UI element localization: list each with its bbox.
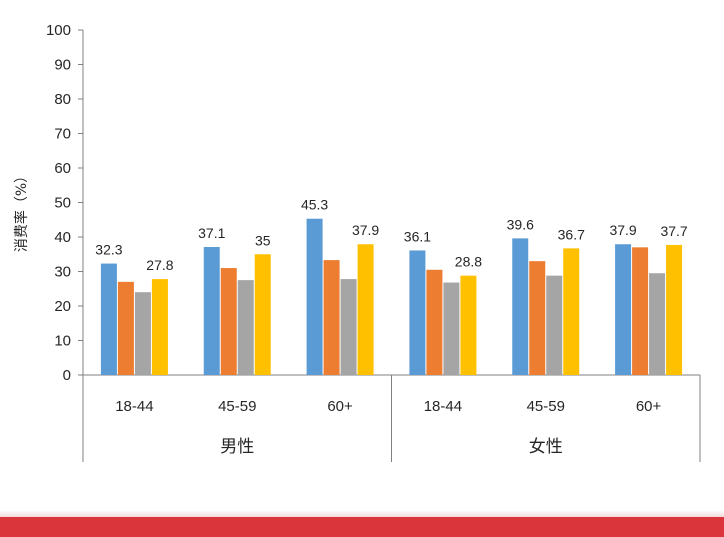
bar <box>203 247 220 375</box>
data-label: 37.9 <box>609 222 636 238</box>
y-tick-label: 0 <box>63 367 71 384</box>
data-label: 35 <box>255 232 271 248</box>
bar <box>100 263 117 375</box>
data-label: 37.1 <box>198 225 225 241</box>
bar <box>649 273 666 375</box>
data-label: 39.6 <box>507 216 534 232</box>
y-tick-label: 70 <box>54 126 71 143</box>
bar <box>357 244 374 375</box>
bar <box>615 244 632 375</box>
bar <box>306 218 323 375</box>
x-tick-label: 18-44 <box>424 398 462 415</box>
y-tick-label: 80 <box>54 91 71 108</box>
bar <box>117 281 134 375</box>
bar <box>563 248 580 375</box>
x-tick-label: 45-59 <box>527 398 565 415</box>
bar <box>529 261 546 375</box>
y-tick-label: 10 <box>54 333 71 350</box>
x-tick-label: 60+ <box>327 398 353 415</box>
data-label: 36.1 <box>404 228 431 244</box>
y-tick-label: 100 <box>46 22 71 39</box>
bar <box>254 254 271 375</box>
bar <box>546 275 563 375</box>
bar <box>666 244 683 375</box>
y-tick-label: 20 <box>54 298 71 315</box>
data-label: 37.9 <box>352 222 379 238</box>
x-tick-label: 45-59 <box>218 398 256 415</box>
bar <box>323 260 340 375</box>
bar <box>151 279 168 375</box>
group-label: 男性 <box>220 437 254 457</box>
footer-fade <box>0 510 724 517</box>
group-label: 女性 <box>529 437 563 457</box>
bar <box>220 268 237 375</box>
x-tick-label: 18-44 <box>115 398 153 415</box>
y-tick-label: 50 <box>54 195 71 212</box>
bar <box>460 275 477 375</box>
bar <box>134 292 151 375</box>
y-tick-label: 30 <box>54 264 71 281</box>
y-tick-label: 40 <box>54 229 71 246</box>
bar <box>237 280 254 375</box>
data-label: 37.7 <box>660 223 687 239</box>
bar <box>409 250 426 375</box>
bar <box>512 238 529 375</box>
bar <box>443 282 460 375</box>
bar <box>632 247 649 375</box>
data-label: 27.8 <box>146 257 173 273</box>
footer-band <box>0 517 724 537</box>
bar <box>340 279 357 375</box>
data-label: 45.3 <box>301 197 328 213</box>
y-axis-title: 消费率（%） <box>13 169 30 252</box>
data-label: 36.7 <box>558 226 585 242</box>
y-tick-label: 90 <box>54 57 71 74</box>
data-label: 32.3 <box>95 242 122 258</box>
x-tick-label: 60+ <box>636 398 662 415</box>
y-tick-label: 60 <box>54 160 71 177</box>
data-label: 28.8 <box>455 254 482 270</box>
bar <box>426 269 443 375</box>
